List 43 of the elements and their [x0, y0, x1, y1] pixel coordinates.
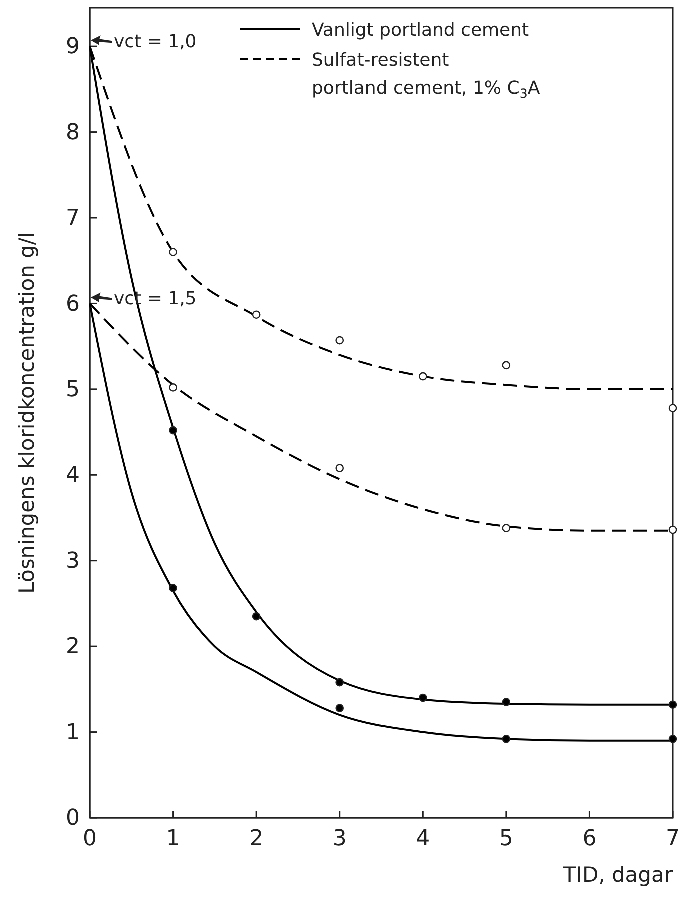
y-tick-label: 6 — [66, 292, 80, 317]
point — [252, 612, 261, 621]
legend-label: Vanligt portland cement — [312, 20, 530, 41]
point — [502, 361, 511, 370]
legend-label: Sulfat-resistent portland cement, 1% C$_{3}$A — [312, 50, 541, 101]
x-tick-label: 3 — [332, 826, 347, 852]
y-tick-label: 4 — [66, 463, 80, 488]
point — [169, 426, 178, 435]
point — [252, 310, 261, 320]
y-tick-label: 7 — [66, 206, 80, 232]
point — [336, 678, 344, 687]
y-tick-label: 1 — [66, 720, 80, 746]
point — [336, 704, 344, 712]
point — [668, 404, 678, 412]
x-tick-label: 2 — [250, 826, 264, 852]
y-tick-label: 2 — [66, 634, 80, 660]
y-tick-label: 9 — [66, 34, 80, 60]
point — [668, 700, 678, 710]
annotation: vct = 1,0 — [114, 32, 197, 53]
y-tick-label: 3 — [66, 548, 80, 574]
point — [502, 734, 511, 744]
x-tick-label: 6 — [582, 826, 597, 852]
point — [668, 526, 678, 534]
point — [169, 248, 178, 256]
y-axis-title: Lösningens kloridkoncentration g/l — [15, 232, 39, 594]
y-tick-label: 0 — [66, 806, 80, 832]
x-axis-title: TID, dagar — [562, 863, 674, 887]
point — [502, 524, 511, 532]
x-tick-label: 7 — [666, 826, 680, 852]
point — [668, 734, 678, 744]
x-tick-label: 5 — [499, 826, 514, 852]
point — [336, 464, 344, 472]
point — [502, 698, 511, 706]
x-tick-label: 1 — [166, 826, 180, 852]
point — [169, 584, 178, 592]
point — [418, 372, 428, 381]
point — [418, 694, 428, 702]
x-tick-label: 4 — [416, 826, 430, 852]
y-tick-label: 8 — [66, 120, 80, 146]
x-tick-label: 0 — [83, 826, 97, 852]
point — [336, 336, 344, 345]
y-tick-label: 5 — [66, 377, 80, 402]
point — [169, 384, 178, 392]
